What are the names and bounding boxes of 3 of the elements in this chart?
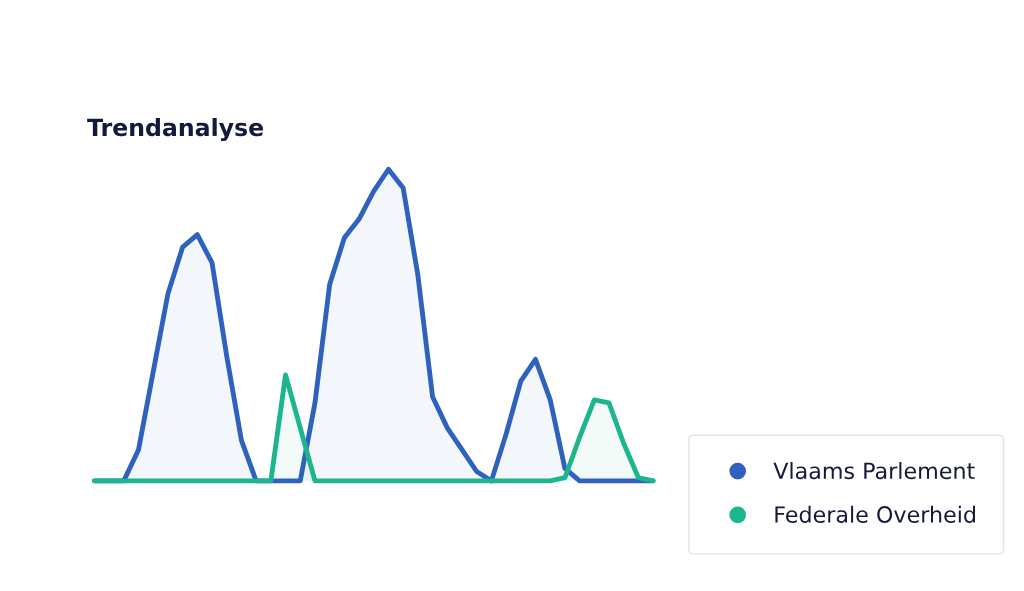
legend-label: Vlaams Parlement — [773, 461, 975, 480]
legend-label: Federale Overheid — [775, 505, 975, 523]
chart-title: Trendanalyse — [87, 117, 263, 142]
